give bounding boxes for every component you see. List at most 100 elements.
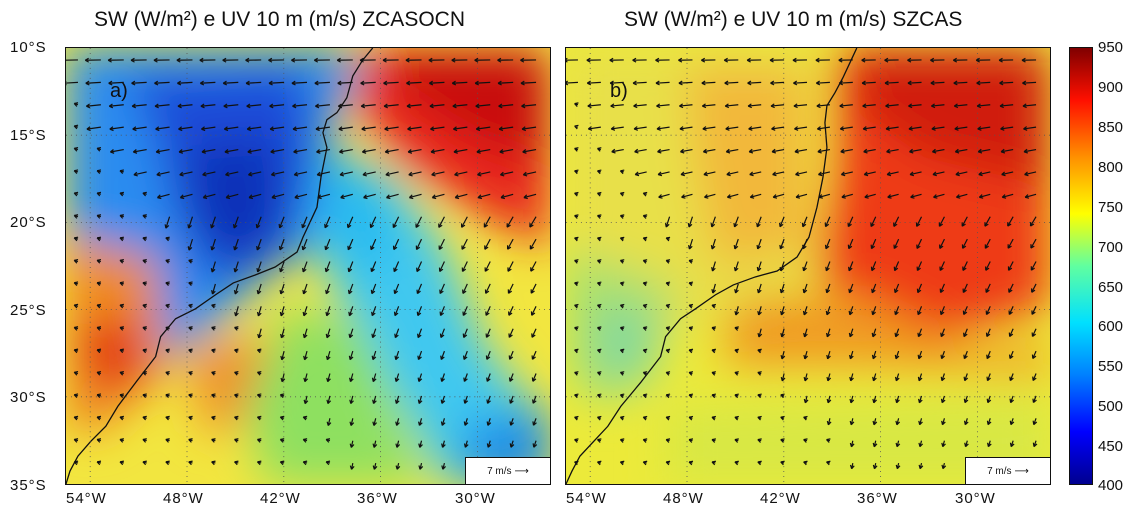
wind-vector (734, 393, 739, 399)
wind-vector (711, 326, 716, 331)
wind-vector (1032, 418, 1038, 426)
wind-vector (870, 238, 877, 250)
wind-vector (417, 350, 423, 361)
wind-vector (234, 393, 239, 398)
wind-vector (1007, 261, 1014, 271)
wind-vector (633, 103, 647, 109)
wind-vector (757, 306, 762, 316)
wind-vector (987, 440, 992, 448)
wind-vector (574, 124, 579, 130)
wind-vector (316, 171, 331, 177)
wind-vector (871, 283, 877, 294)
wind-vector (895, 418, 901, 426)
wind-vector (917, 350, 923, 360)
wind-vector (916, 283, 923, 294)
wind-vector (756, 216, 762, 228)
wind-vector (886, 171, 899, 177)
wind-vector (711, 303, 716, 309)
wind-vector (999, 103, 1014, 109)
wind-vector (234, 370, 239, 376)
wind-vector (747, 80, 762, 86)
wind-vector (201, 126, 216, 132)
wind-vector (415, 238, 423, 251)
lon-tick-label-b: 48°W (663, 490, 704, 507)
wind-vector (188, 370, 193, 376)
wind-vector (840, 148, 853, 154)
wind-vector (337, 103, 353, 109)
wind-vector (893, 216, 900, 227)
wind-vector (395, 418, 400, 426)
wind-vector (642, 415, 648, 421)
wind-vector (864, 193, 876, 199)
lon-tick-label-a: 54°W (66, 490, 107, 507)
lon-tick-label-a: 48°W (163, 490, 204, 507)
wind-vector (964, 440, 969, 448)
wind-vector (861, 80, 876, 86)
wind-vector (188, 326, 193, 331)
wind-vector (324, 238, 331, 251)
wind-vector (119, 460, 124, 466)
wind-vector (863, 171, 876, 177)
wind-vector (954, 148, 968, 154)
wind-vector (574, 169, 579, 175)
wind-vector (370, 283, 377, 295)
wind-vector (392, 216, 400, 229)
wind-vector (440, 373, 446, 382)
lon-tick-label-a: 36°W (357, 490, 398, 507)
wind-vector (372, 395, 377, 405)
wind-vector (825, 261, 831, 272)
wind-vector (86, 126, 101, 132)
wind-vector (348, 306, 354, 317)
colorbar-tick-label: 900 (1098, 79, 1124, 96)
wind-vector (688, 326, 694, 331)
wind-vector (574, 191, 579, 197)
wind-vector (1030, 261, 1037, 271)
wind-vector (619, 169, 625, 175)
wind-vector (348, 350, 354, 361)
wind-vector (416, 306, 423, 317)
wind-vector (574, 303, 579, 309)
wind-vector (803, 415, 808, 421)
wind-vector (108, 103, 124, 109)
wind-vector (165, 281, 170, 286)
wind-vector (315, 103, 330, 109)
wind-vector (725, 126, 739, 131)
wind-vector (619, 348, 625, 354)
wind-vector (976, 103, 991, 109)
wind-vector (211, 348, 216, 354)
wind-vector (597, 438, 602, 443)
wind-vector (688, 415, 694, 421)
wind-vector (895, 462, 901, 470)
wind-vector (1001, 171, 1014, 177)
wind-vector (202, 171, 216, 177)
wind-vector (871, 350, 877, 360)
wind-vector (119, 326, 124, 331)
wind-vector (486, 395, 491, 404)
wind-vector (734, 460, 739, 466)
wind-vector (531, 373, 537, 382)
wind-vector (665, 348, 671, 354)
wind-vector (848, 328, 854, 338)
wind-vector (574, 326, 579, 331)
wind-vector (1001, 193, 1014, 199)
wind-vector (841, 193, 853, 199)
wind-vector (349, 440, 355, 448)
wind-vector (406, 80, 422, 86)
wind-vector (619, 281, 625, 287)
wind-vector (642, 348, 648, 354)
wind-vector (372, 440, 378, 448)
wind-vector (679, 126, 693, 131)
wind-vector (930, 80, 945, 86)
wind-vector (372, 462, 378, 470)
wind-vector (199, 57, 216, 63)
wind-vector (405, 57, 422, 63)
wind-vector (700, 57, 716, 63)
wind-vector (142, 348, 147, 354)
wind-vector (734, 306, 740, 316)
wind-vector (734, 371, 739, 376)
wind-vector (779, 283, 785, 294)
wind-vector (801, 216, 808, 228)
wind-vector (723, 57, 739, 63)
wind-vector (566, 57, 578, 63)
wind-vector (302, 415, 308, 421)
